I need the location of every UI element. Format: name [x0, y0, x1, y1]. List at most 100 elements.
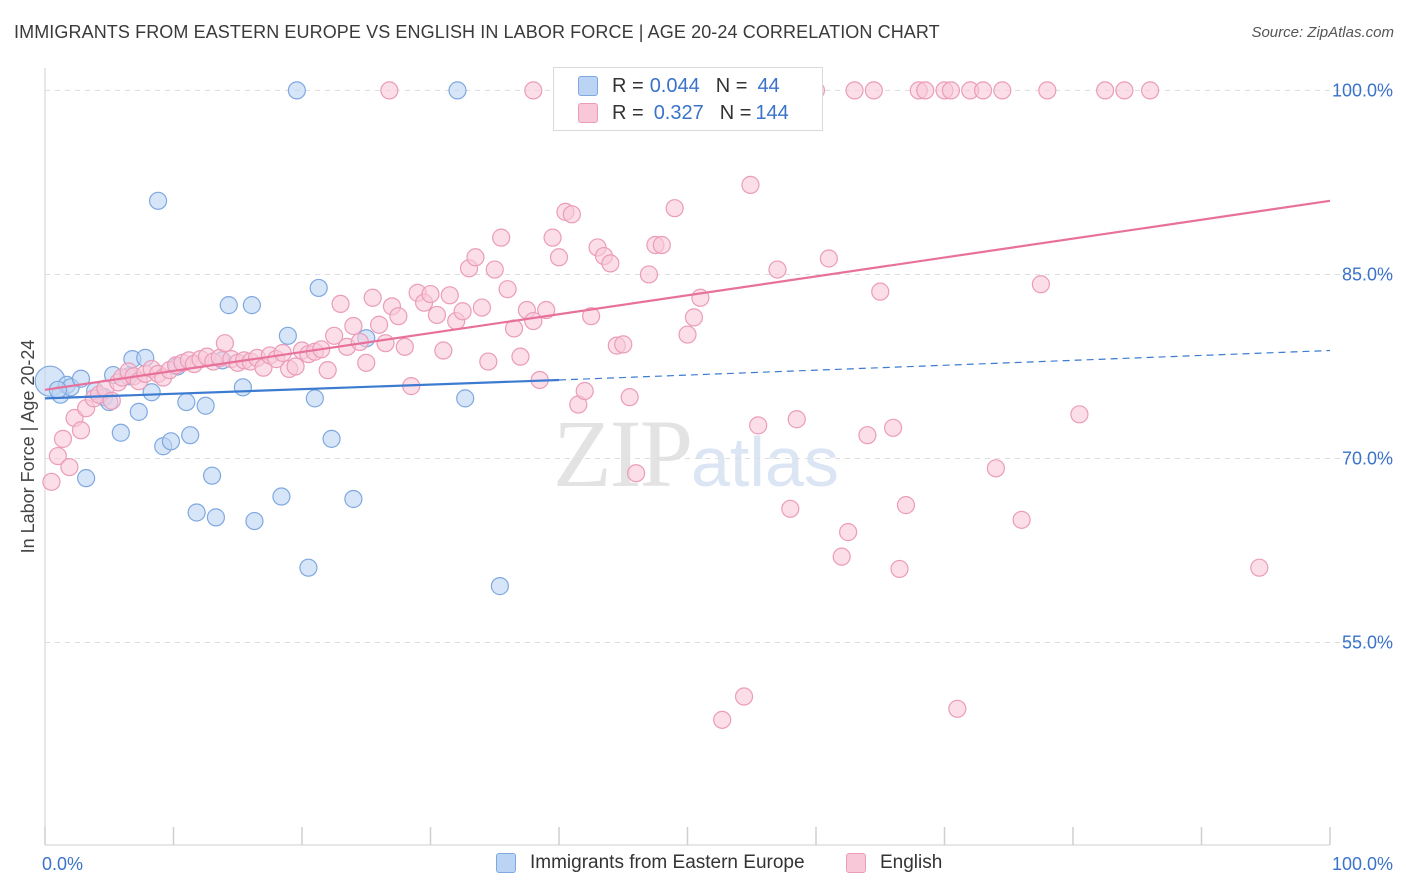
english-point — [749, 416, 768, 435]
legend-item-eastern-europe: Immigrants from Eastern Europe — [496, 852, 805, 874]
eastern-europe-point — [148, 191, 168, 210]
english-point — [1070, 405, 1089, 424]
english-point — [71, 421, 91, 440]
english-point — [331, 294, 350, 313]
english-point — [678, 325, 697, 344]
eastern-europe-trendline — [44, 378, 560, 400]
eastern-europe-point — [272, 487, 291, 506]
eastern-europe-point — [322, 429, 341, 448]
legend-item-english: English — [846, 852, 942, 874]
eastern-europe-point — [181, 426, 200, 445]
legend-stats-row-pink: R = 0.327 N = 144 — [578, 101, 789, 125]
english-point — [1115, 81, 1134, 100]
english-point — [916, 81, 935, 100]
english-point — [896, 496, 916, 515]
english-point — [215, 334, 234, 353]
source-label: Source: ZipAtlas.com — [1251, 24, 1394, 41]
eastern-europe-point — [196, 396, 215, 415]
english-point — [48, 446, 67, 466]
english-point — [1140, 81, 1160, 100]
english-point — [357, 353, 376, 372]
english-point — [652, 235, 671, 255]
y-tick-label: 85.0% — [1342, 264, 1393, 284]
english-point — [620, 388, 639, 407]
english-point — [614, 335, 633, 354]
english-point — [427, 305, 447, 325]
english-point — [575, 381, 594, 401]
english-point — [787, 410, 806, 429]
english-point — [973, 81, 993, 100]
english-point — [819, 249, 838, 268]
legend-r-label: R = — [612, 74, 644, 97]
eastern-europe-point — [77, 469, 96, 488]
english-point — [768, 260, 787, 279]
english-point — [485, 260, 504, 279]
english-point — [453, 302, 472, 321]
legend-stats: R = 0.044 N = 44 R = 0.327 N = 144 — [553, 67, 823, 131]
english-point — [582, 307, 601, 326]
eastern-europe-point — [111, 423, 130, 442]
english-point — [883, 418, 903, 437]
english-point — [472, 298, 491, 317]
english-point — [839, 523, 858, 542]
english-point — [1012, 510, 1031, 529]
english-point — [601, 254, 620, 273]
eastern-europe-point — [287, 81, 306, 100]
eastern-europe-point — [177, 392, 196, 412]
english-point — [363, 288, 382, 307]
y-tick-label: 100.0% — [1332, 80, 1393, 100]
legend-r-value: 0.044 — [649, 74, 700, 97]
legend-r-label: R = — [612, 101, 644, 124]
english-point — [684, 308, 704, 327]
english-point — [986, 459, 1006, 478]
legend-n-label: N = — [719, 101, 752, 124]
english-point — [524, 81, 543, 100]
english-point — [344, 316, 363, 336]
english-point — [734, 687, 754, 706]
legend-n-label: N = — [715, 74, 748, 97]
english-point — [60, 457, 79, 477]
english-point — [440, 286, 459, 305]
english-point — [665, 199, 684, 218]
english-point — [395, 337, 414, 356]
english-point — [864, 81, 883, 100]
english-point — [370, 315, 389, 334]
eastern-europe-trendline-extension — [558, 349, 1331, 381]
eastern-europe-point — [161, 432, 181, 451]
english-point — [1096, 81, 1115, 100]
english-point — [53, 429, 73, 448]
legend-swatch-blue — [578, 76, 598, 96]
x-tick-label: 100.0% — [1332, 854, 1393, 874]
legend-label: English — [880, 852, 943, 873]
eastern-europe-point — [187, 503, 206, 522]
english-point — [380, 81, 399, 100]
english-point — [1031, 275, 1050, 294]
english-point — [713, 710, 732, 729]
chart-title: IMMIGRANTS FROM EASTERN EUROPE VS ENGLIS… — [14, 22, 940, 42]
english-point — [376, 334, 395, 353]
english-point — [948, 699, 967, 718]
english-point — [543, 228, 562, 247]
watermark-atlas: atlas — [691, 423, 839, 501]
legend-stats-row-blue: R = 0.044 N = 44 — [578, 74, 780, 98]
eastern-europe-point — [309, 278, 328, 298]
eastern-europe-point — [142, 383, 161, 402]
legend-r-value: 0.327 — [653, 101, 704, 124]
eastern-europe-point — [233, 378, 252, 397]
watermark-zip: ZIP — [553, 400, 693, 507]
english-point — [42, 472, 61, 491]
english-point — [492, 228, 511, 247]
english-point — [858, 426, 877, 445]
english-point — [741, 175, 760, 194]
english-point — [626, 464, 646, 483]
english-point — [781, 499, 800, 518]
eastern-europe-point — [219, 296, 238, 315]
legend-n-value: 44 — [757, 74, 780, 97]
eastern-europe-point — [278, 326, 297, 345]
eastern-europe-point — [344, 489, 363, 509]
english-point — [325, 326, 344, 345]
english-point — [871, 282, 890, 301]
english-point — [639, 265, 659, 284]
english-point — [1038, 81, 1057, 100]
